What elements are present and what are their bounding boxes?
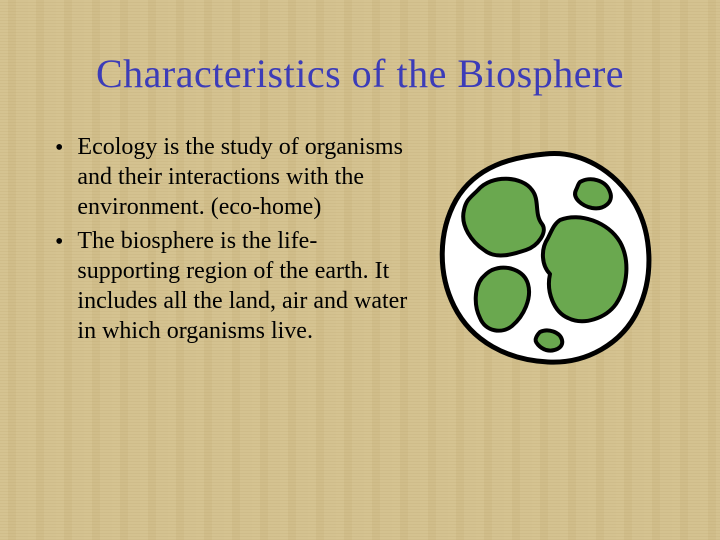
bullet-text: The biosphere is the life-supporting reg… — [77, 226, 415, 346]
bullet-list: • Ecology is the study of organisms and … — [55, 132, 425, 350]
slide-title: Characteristics of the Biosphere — [55, 50, 665, 97]
bullet-item: • Ecology is the study of organisms and … — [55, 132, 415, 222]
slide-container: Characteristics of the Biosphere • Ecolo… — [0, 0, 720, 540]
earth-icon — [430, 142, 660, 372]
bullet-text: Ecology is the study of organisms and th… — [77, 132, 415, 222]
bullet-marker: • — [55, 132, 63, 164]
bullet-marker: • — [55, 226, 63, 258]
bullet-item: • The biosphere is the life-supporting r… — [55, 226, 415, 346]
content-row: • Ecology is the study of organisms and … — [55, 132, 665, 372]
earth-illustration — [425, 142, 665, 372]
